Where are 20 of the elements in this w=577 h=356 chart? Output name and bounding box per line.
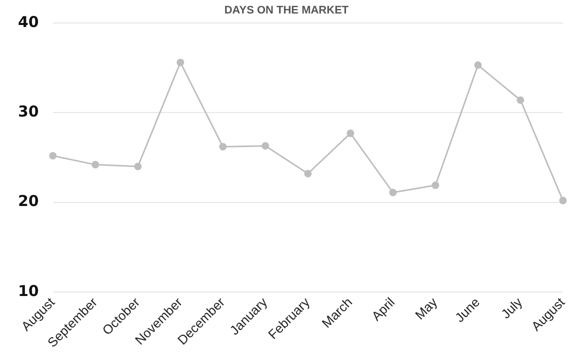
point [176,58,184,66]
point [92,160,100,168]
point [389,188,397,196]
y-tick-label: 30 [18,102,39,121]
point [432,182,440,190]
point [304,170,312,178]
y-tick-label: 20 [18,192,39,210]
x-tick-label: May [412,294,440,323]
point [262,142,270,150]
point [474,61,482,69]
point [516,96,524,104]
point [559,196,567,204]
chart-title: DAYS ON THE MARKET [224,4,349,16]
point [134,162,142,170]
point [346,130,354,138]
y-tick-label: 40 [18,12,39,31]
point [49,152,57,160]
y-tick-label: 10 [18,282,39,300]
point [219,142,227,150]
x-tick-label: July [498,294,526,322]
